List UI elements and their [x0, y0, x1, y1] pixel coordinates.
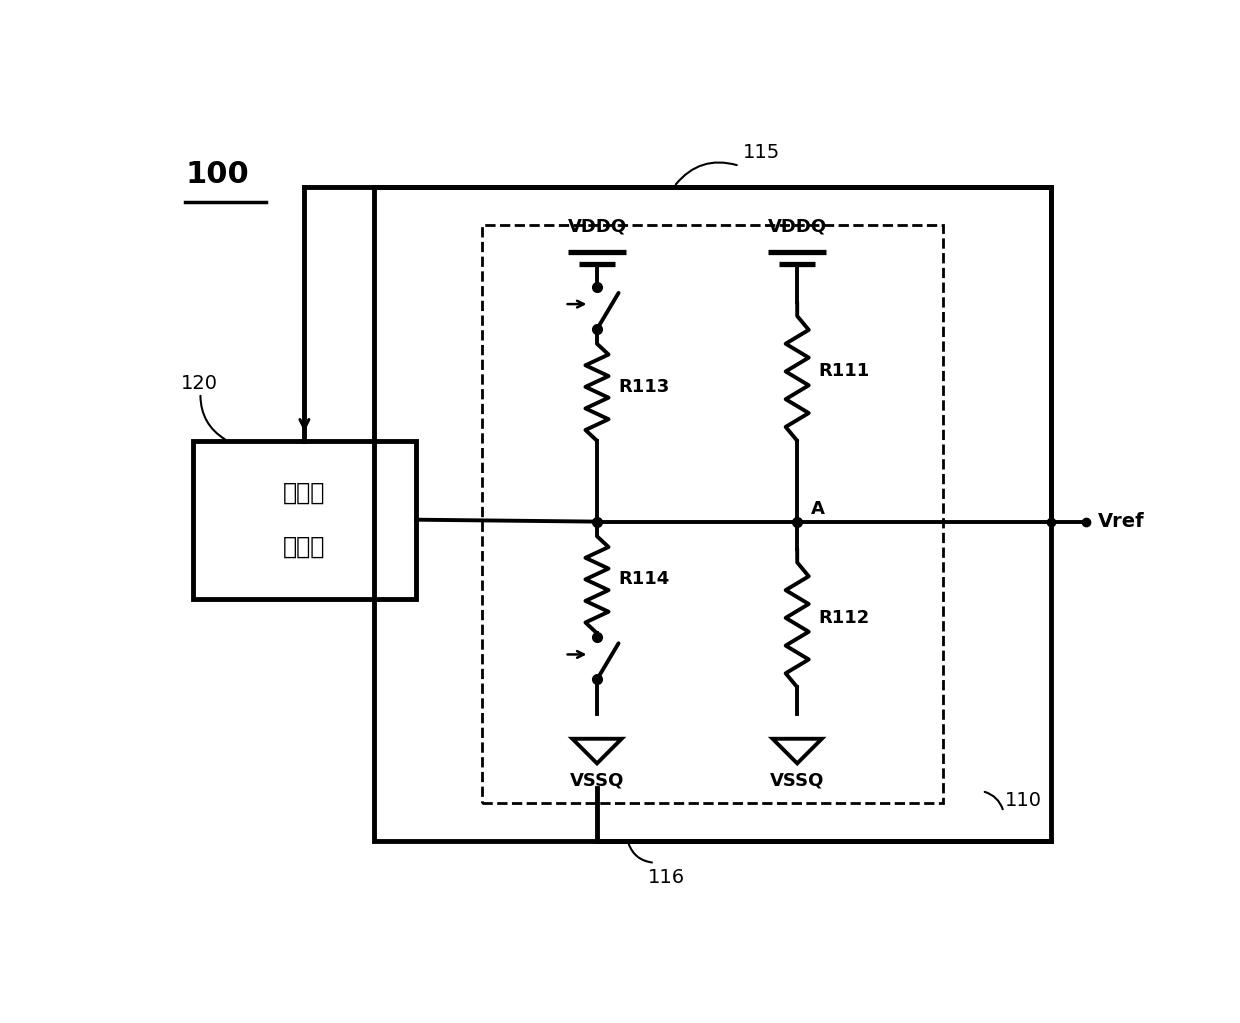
Text: Vref: Vref [1097, 513, 1145, 531]
Text: R111: R111 [818, 362, 870, 381]
Bar [373, 186, 1052, 841]
Text: 120: 120 [181, 373, 218, 393]
Text: VDDQ: VDDQ [768, 217, 827, 235]
Text: VSSQ: VSSQ [770, 771, 825, 789]
Text: A: A [811, 500, 825, 518]
Text: VDDQ: VDDQ [568, 217, 626, 235]
Text: 噪声检: 噪声检 [283, 481, 326, 504]
Text: R112: R112 [818, 609, 870, 627]
Text: 100: 100 [185, 160, 249, 188]
Bar [192, 441, 417, 598]
Text: R113: R113 [619, 377, 670, 396]
Text: VSSQ: VSSQ [570, 771, 624, 789]
Text: 110: 110 [1006, 792, 1042, 810]
FancyArrowPatch shape [676, 163, 737, 184]
Bar [481, 225, 944, 803]
Text: 测电路: 测电路 [283, 535, 326, 559]
Text: 115: 115 [743, 143, 780, 162]
FancyArrowPatch shape [985, 792, 1003, 809]
Text: 116: 116 [647, 869, 684, 887]
FancyArrowPatch shape [201, 396, 224, 439]
FancyArrowPatch shape [629, 844, 652, 862]
Text: R114: R114 [619, 571, 670, 588]
